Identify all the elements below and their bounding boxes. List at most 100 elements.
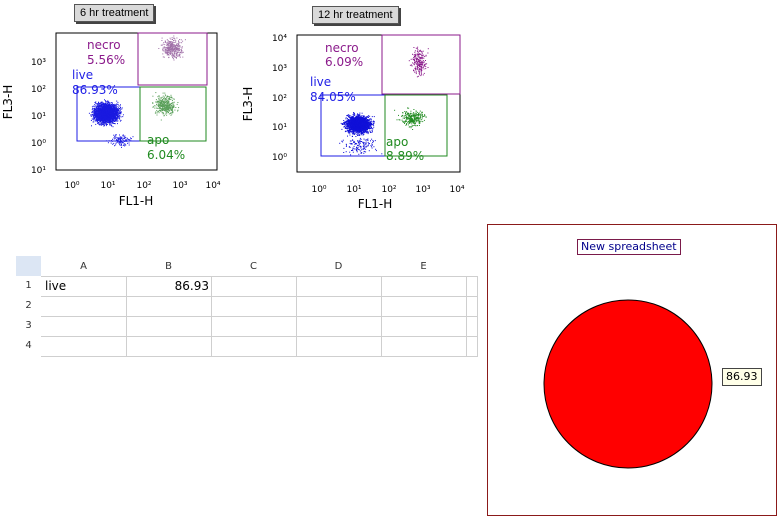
event-dot xyxy=(159,103,161,105)
event-dot xyxy=(361,124,363,126)
event-dot xyxy=(111,111,113,113)
event-dot xyxy=(162,103,164,105)
event-dot xyxy=(103,118,105,120)
event-dot xyxy=(370,123,372,125)
event-dot xyxy=(112,119,114,121)
event-dot xyxy=(109,119,111,121)
event-dot xyxy=(108,117,110,119)
event-dot xyxy=(160,101,162,103)
event-dot xyxy=(106,116,108,118)
event-dot xyxy=(114,145,115,147)
event-dot xyxy=(110,109,112,111)
event-dot xyxy=(347,114,349,116)
event-dot xyxy=(176,47,178,49)
plot-1-xtick-3: 10³ xyxy=(172,181,187,191)
event-dot xyxy=(102,116,104,118)
event-dot xyxy=(94,118,96,119)
event-dot xyxy=(117,112,119,114)
event-dot xyxy=(110,111,112,113)
plot-1-gate-live[interactable] xyxy=(76,86,141,142)
event-dot xyxy=(93,119,95,121)
event-dot xyxy=(350,117,352,119)
event-dot xyxy=(177,48,179,49)
event-dot xyxy=(110,111,112,113)
event-dot xyxy=(360,118,362,120)
event-dot xyxy=(93,111,95,113)
event-dot xyxy=(359,129,360,131)
event-dot xyxy=(103,108,105,110)
event-dot xyxy=(356,117,358,119)
event-dot xyxy=(358,126,359,128)
event-dot xyxy=(166,44,168,46)
event-dot xyxy=(358,119,360,121)
event-dot xyxy=(159,103,161,105)
plot-1-gate-apo[interactable] xyxy=(139,86,207,142)
event-dot xyxy=(106,108,108,110)
event-dot xyxy=(167,98,169,100)
event-dot xyxy=(98,115,100,117)
event-dot xyxy=(112,111,114,113)
event-dot xyxy=(170,114,172,116)
plot-1-gate-necro[interactable] xyxy=(137,32,208,86)
event-dot xyxy=(102,117,103,119)
event-dot xyxy=(367,132,369,134)
event-dot xyxy=(178,48,180,49)
event-dot xyxy=(344,121,346,123)
event-dot xyxy=(102,104,104,106)
event-dot xyxy=(359,130,361,132)
event-dot xyxy=(103,111,105,113)
event-dot xyxy=(93,113,95,115)
event-dot xyxy=(359,121,361,123)
event-dot xyxy=(107,115,109,117)
event-dot xyxy=(105,115,107,117)
event-dot xyxy=(105,109,107,111)
event-dot xyxy=(109,112,111,114)
event-dot xyxy=(354,125,356,127)
event-dot xyxy=(358,121,360,123)
event-dot xyxy=(95,109,97,111)
event-dot xyxy=(100,113,102,115)
event-dot xyxy=(353,125,355,127)
event-dot xyxy=(98,116,100,118)
event-dot xyxy=(109,109,111,111)
event-dot xyxy=(107,114,109,116)
event-dot xyxy=(101,112,103,114)
event-dot xyxy=(348,120,350,122)
event-dot xyxy=(364,120,365,122)
event-dot xyxy=(119,105,121,107)
event-dot xyxy=(103,111,105,112)
event-dot xyxy=(110,114,111,116)
event-dot xyxy=(101,109,103,111)
event-dot xyxy=(95,113,97,115)
event-dot xyxy=(99,116,101,118)
event-dot xyxy=(106,112,108,114)
event-dot xyxy=(97,118,99,119)
event-dot xyxy=(109,108,111,110)
event-dot xyxy=(114,110,116,112)
event-dot xyxy=(102,110,104,112)
event-dot xyxy=(112,109,114,111)
event-dot xyxy=(108,120,110,122)
event-dot xyxy=(96,117,98,119)
event-dot xyxy=(101,118,103,120)
event-dot xyxy=(344,126,346,128)
event-dot xyxy=(105,119,107,121)
event-dot xyxy=(112,112,114,114)
event-dot xyxy=(116,118,118,120)
event-dot xyxy=(99,115,101,116)
event-dot xyxy=(357,118,359,120)
event-dot xyxy=(165,105,167,107)
event-dot xyxy=(351,128,353,130)
event-dot xyxy=(169,44,171,45)
event-dot xyxy=(358,123,360,125)
event-dot xyxy=(100,120,102,122)
event-dot xyxy=(121,107,123,109)
event-dot xyxy=(104,115,106,116)
event-dot xyxy=(359,124,361,126)
event-dot xyxy=(157,103,159,105)
plot-1-title[interactable]: 6 hr treatment xyxy=(74,4,155,22)
event-dot xyxy=(99,108,101,110)
event-dot xyxy=(167,48,169,50)
event-dot xyxy=(350,127,352,129)
event-dot xyxy=(102,110,104,112)
